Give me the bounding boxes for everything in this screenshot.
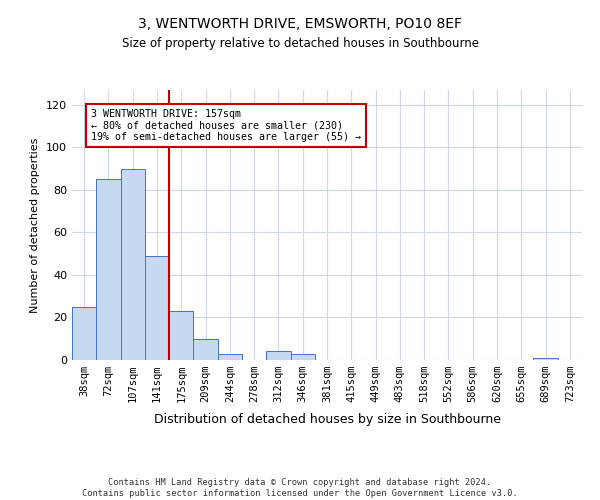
Bar — [193, 338, 218, 360]
Bar — [218, 354, 242, 360]
Bar — [169, 311, 193, 360]
Bar — [533, 358, 558, 360]
Bar — [145, 256, 169, 360]
Text: Contains HM Land Registry data © Crown copyright and database right 2024.
Contai: Contains HM Land Registry data © Crown c… — [82, 478, 518, 498]
Bar — [121, 168, 145, 360]
Text: 3 WENTWORTH DRIVE: 157sqm
← 80% of detached houses are smaller (230)
19% of semi: 3 WENTWORTH DRIVE: 157sqm ← 80% of detac… — [91, 109, 361, 142]
Y-axis label: Number of detached properties: Number of detached properties — [31, 138, 40, 312]
X-axis label: Distribution of detached houses by size in Southbourne: Distribution of detached houses by size … — [154, 414, 500, 426]
Bar — [72, 307, 96, 360]
Text: 3, WENTWORTH DRIVE, EMSWORTH, PO10 8EF: 3, WENTWORTH DRIVE, EMSWORTH, PO10 8EF — [138, 18, 462, 32]
Bar — [266, 352, 290, 360]
Bar — [96, 180, 121, 360]
Text: Size of property relative to detached houses in Southbourne: Size of property relative to detached ho… — [121, 38, 479, 51]
Bar — [290, 354, 315, 360]
